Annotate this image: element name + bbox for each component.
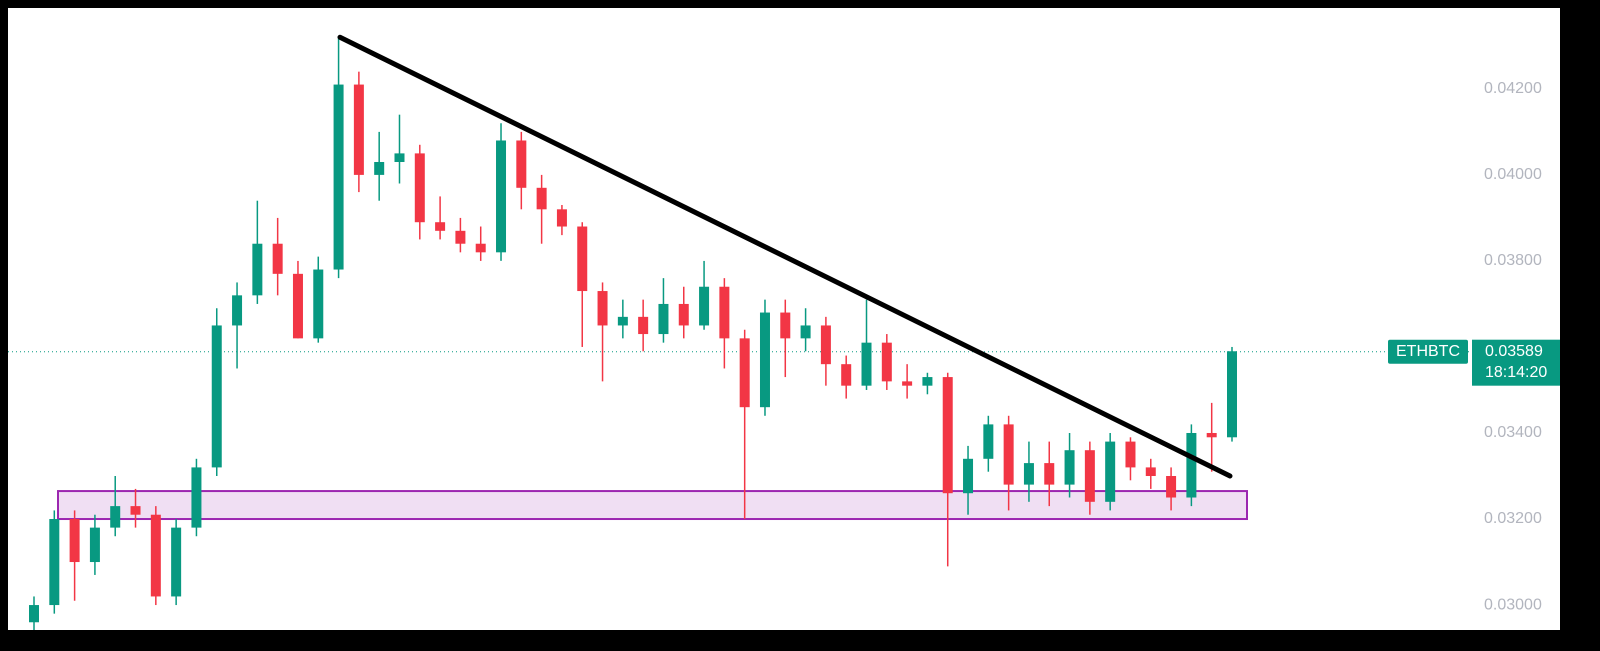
candle-body bbox=[455, 230, 466, 244]
candle-body bbox=[110, 506, 121, 528]
candle-body bbox=[414, 153, 425, 223]
candle-body bbox=[1166, 476, 1177, 498]
candle-body bbox=[333, 84, 344, 270]
candle-body bbox=[556, 209, 567, 227]
symbol-label-box bbox=[1388, 339, 1468, 364]
candle-body bbox=[902, 381, 913, 386]
candle-body bbox=[658, 303, 669, 335]
candle-body bbox=[1044, 463, 1055, 485]
candle-body bbox=[252, 243, 263, 296]
candle-body bbox=[719, 286, 730, 339]
candle-body bbox=[69, 519, 80, 563]
candle-body bbox=[983, 424, 994, 459]
y-tick-label: 0.03800 bbox=[1484, 252, 1542, 269]
candle-body bbox=[232, 295, 243, 326]
candle-body bbox=[678, 303, 689, 326]
candle-body bbox=[841, 364, 852, 386]
candle-body bbox=[780, 312, 791, 339]
candle-body bbox=[759, 312, 770, 408]
support-zone bbox=[57, 490, 1248, 521]
candle-body bbox=[1125, 441, 1136, 468]
candle-body bbox=[435, 222, 446, 231]
candle-body bbox=[597, 291, 608, 326]
candle-body bbox=[536, 187, 547, 210]
frame bbox=[0, 0, 1568, 638]
trendline bbox=[337, 34, 1233, 479]
y-tick-label: 0.03000 bbox=[1484, 596, 1542, 613]
candle-body bbox=[942, 377, 953, 494]
candle-body bbox=[171, 527, 182, 597]
candle-body bbox=[800, 325, 811, 339]
candle-body bbox=[313, 269, 324, 339]
y-tick-label: 0.04000 bbox=[1484, 166, 1542, 183]
candle-body bbox=[1206, 432, 1217, 438]
candle-body bbox=[516, 140, 527, 188]
candle-body bbox=[394, 153, 405, 162]
candle-body bbox=[881, 342, 892, 382]
candle-body bbox=[475, 243, 486, 253]
candle-body bbox=[820, 325, 831, 365]
candle-body bbox=[1145, 467, 1156, 477]
candle-body bbox=[150, 514, 161, 597]
candle-body bbox=[49, 519, 60, 606]
candle-body bbox=[699, 286, 710, 326]
candle-body bbox=[29, 605, 39, 623]
symbol-label: ETHBTC bbox=[1396, 343, 1460, 360]
candle-body bbox=[353, 84, 364, 175]
candle-body bbox=[191, 467, 202, 528]
candle-body bbox=[1064, 450, 1075, 485]
candle-body bbox=[1105, 441, 1116, 502]
candle-body bbox=[1186, 432, 1197, 498]
y-tick-label: 0.03400 bbox=[1484, 424, 1542, 441]
y-tick-label: 0.04200 bbox=[1484, 80, 1542, 97]
candle-body bbox=[1227, 351, 1237, 438]
candle-body bbox=[739, 338, 750, 408]
candle-body bbox=[272, 243, 283, 274]
candle-body bbox=[211, 325, 222, 468]
y-tick-label: 0.03200 bbox=[1484, 510, 1542, 527]
candle-body bbox=[1023, 463, 1034, 485]
candle-body bbox=[638, 316, 649, 335]
candle-body bbox=[374, 161, 385, 175]
candle-body bbox=[496, 140, 507, 253]
candle-body bbox=[861, 342, 872, 386]
candle-body bbox=[963, 458, 974, 494]
candle-body bbox=[1084, 450, 1095, 502]
candle-body bbox=[922, 377, 933, 386]
candle-body bbox=[130, 506, 141, 515]
price-label: 0.03589 bbox=[1485, 343, 1543, 360]
price-label-box bbox=[1472, 339, 1560, 386]
countdown-label: 18:14:20 bbox=[1485, 364, 1547, 381]
candle-body bbox=[577, 226, 588, 292]
candle-body bbox=[292, 273, 303, 339]
candle-body bbox=[89, 527, 100, 563]
candle-body bbox=[1003, 424, 1014, 485]
candle-body bbox=[617, 316, 628, 326]
